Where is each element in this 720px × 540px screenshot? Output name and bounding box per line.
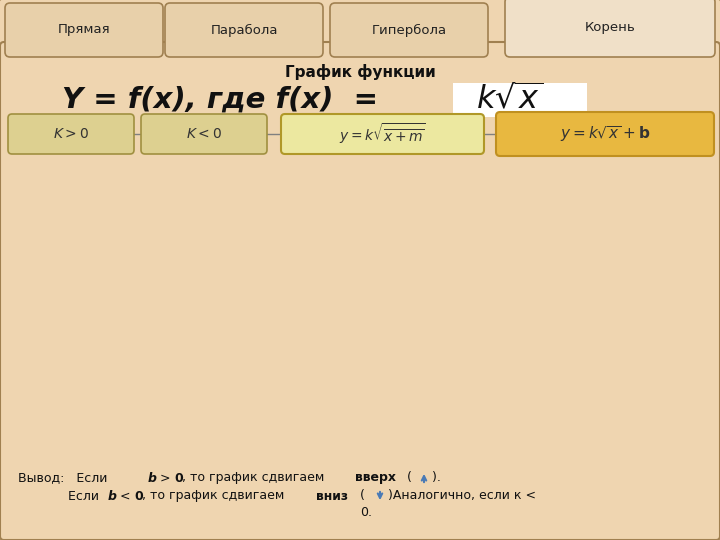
Text: <: <	[116, 489, 135, 503]
Text: $y = k\sqrt{\overline{x+m}}$: $y = k\sqrt{\overline{x+m}}$	[338, 122, 426, 146]
Text: ).: ).	[428, 471, 441, 484]
Text: Корень: Корень	[585, 21, 635, 33]
FancyBboxPatch shape	[0, 42, 720, 540]
Text: b: b	[108, 489, 117, 503]
Text: (: (	[352, 489, 365, 503]
Text: Парабола: Парабола	[210, 23, 278, 37]
Text: Если: Если	[68, 489, 103, 503]
Text: x: x	[684, 392, 691, 404]
Text: Вывод:   Если: Вывод: Если	[18, 471, 112, 484]
Text: $y = \sqrt{x}$: $y = \sqrt{x}$	[382, 294, 415, 314]
Text: вниз: вниз	[316, 489, 348, 503]
Text: , то график сдвигаем: , то график сдвигаем	[142, 489, 289, 503]
Text: $y = k\sqrt{x} + \mathbf{b}$: $y = k\sqrt{x} + \mathbf{b}$	[559, 124, 650, 144]
Text: $K > 0$: $K > 0$	[53, 127, 89, 141]
Text: y: y	[271, 207, 277, 220]
Text: вверх: вверх	[355, 471, 396, 484]
FancyBboxPatch shape	[505, 0, 715, 57]
FancyBboxPatch shape	[453, 83, 587, 117]
Text: 0: 0	[174, 471, 183, 484]
FancyBboxPatch shape	[8, 114, 134, 154]
Text: $k\sqrt{x}$: $k\sqrt{x}$	[476, 84, 544, 116]
FancyBboxPatch shape	[141, 114, 267, 154]
Text: , то график сдвигаем: , то график сдвигаем	[182, 471, 328, 484]
FancyBboxPatch shape	[165, 3, 323, 57]
Text: Гипербола: Гипербола	[372, 23, 446, 37]
Text: )Аналогично, если к <: )Аналогично, если к <	[384, 489, 536, 503]
FancyBboxPatch shape	[281, 114, 484, 154]
Text: $y = \sqrt{x}+2$: $y = \sqrt{x}+2$	[367, 220, 417, 245]
Text: 0.: 0.	[360, 507, 372, 519]
FancyBboxPatch shape	[496, 112, 714, 156]
Text: >: >	[156, 471, 174, 484]
Text: (: (	[403, 471, 412, 484]
Text: b: b	[148, 471, 157, 484]
Text: $K < 0$: $K < 0$	[186, 127, 222, 141]
Text: График функции: График функции	[284, 64, 436, 80]
Text: Прямая: Прямая	[58, 24, 110, 37]
FancyBboxPatch shape	[5, 3, 163, 57]
FancyBboxPatch shape	[330, 3, 488, 57]
Text: $y = \sqrt{x}-2$: $y = \sqrt{x}-2$	[418, 363, 467, 383]
Text: Y = f(x), где f(x)  =: Y = f(x), где f(x) =	[62, 86, 378, 114]
Text: 0: 0	[134, 489, 143, 503]
